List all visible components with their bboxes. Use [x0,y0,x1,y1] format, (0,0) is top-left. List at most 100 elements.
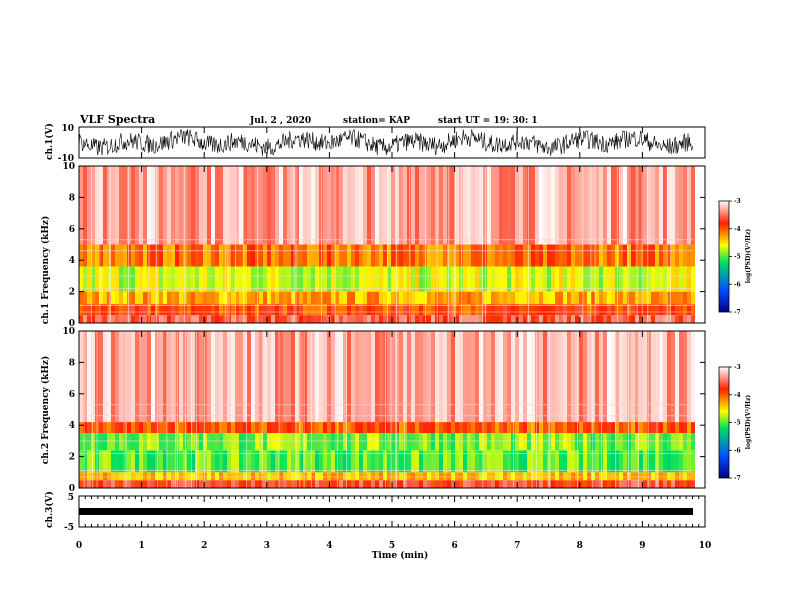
spectrogram-cell [367,304,371,316]
spectrogram-cell [615,433,619,451]
spectrogram-cell [279,266,283,292]
spectrogram-cell [603,315,607,323]
spectrogram-cell [511,244,515,267]
spectrogram-cell [79,480,83,488]
spectrogram-cell [559,315,563,323]
spectrogram-cell [251,166,255,245]
spectrogram-cell [539,450,543,473]
spectrogram-cell [683,166,687,245]
spectrogram-cell [523,315,527,323]
spectrogram-cell [627,450,631,473]
spectrogram-cell [567,480,571,488]
spectrogram-cell [131,266,135,292]
spectrogram-cell [531,450,535,473]
spectrogram-cell [567,433,571,451]
spectrogram-cell [643,472,647,481]
spectrogram-cell [451,331,455,423]
spectrogram-cell [623,166,627,245]
spectrogram-cell [327,244,331,267]
spectrogram-cell [579,291,583,305]
spectrogram-cell [159,266,163,292]
spectrogram-cell [271,315,275,323]
spectrogram-cell [487,433,491,451]
spectrogram-cell [155,331,159,423]
spectrogram-cell [347,304,351,316]
spectrogram-cell [663,331,667,423]
spectrogram-cell [207,433,211,451]
spectrogram-cell [263,480,267,488]
spectrogram-cell [351,480,355,488]
spectrogram-cell [99,315,103,323]
spectrogram-cell [239,450,243,473]
spectrogram-cell [511,480,515,488]
spectrogram-cell [611,480,615,488]
spectrogram-cell [599,450,603,473]
spectrogram-cell [475,422,479,434]
spectrogram-cell [535,244,539,267]
spectrogram-cell [247,480,251,488]
spectrogram-cell [307,304,311,316]
spectrogram-cell [275,480,279,488]
spectrogram-cell [119,433,123,451]
spectrogram-cell [431,422,435,434]
spectrogram-cell [591,315,595,323]
spectrogram-cell [527,304,531,316]
spectrogram-cell [359,315,363,323]
spectrogram-cell [143,433,147,451]
spectrogram-cell [587,315,591,323]
spectrogram-cell [199,480,203,488]
spectrogram-cell [423,331,427,423]
spectrogram-cell [563,433,567,451]
spectrogram-cell [279,472,283,481]
spectrogram-cell [155,315,159,323]
spectrogram-cell [375,291,379,305]
spectrogram-cell [187,266,191,292]
spectrogram-cell [255,166,259,245]
spectrogram-cell [183,291,187,305]
spectrogram-cell [679,244,683,267]
ch3-waveform-ylabel: ch.3(V) [44,491,55,528]
spectrogram-cell [355,244,359,267]
spectrogram-cell [507,331,511,423]
spectrogram-cell [131,422,135,434]
spectrogram-cell [579,433,583,451]
spectrogram-cell [87,315,91,323]
spectrogram-cell [323,472,327,481]
spectrogram-cell [659,166,663,245]
spectrogram-cell [303,433,307,451]
spectrogram-cell [223,422,227,434]
spectrogram-cell [415,166,419,245]
spectrogram-cell [331,450,335,473]
spectrogram-cell [211,433,215,451]
ch1-ytick-bottom: -10 [58,154,74,164]
spectrogram-cell [199,433,203,451]
spectrogram-cell [623,480,627,488]
spectrogram-cell [335,291,339,305]
spectrogram-cell [367,166,371,245]
spectrogram-cell [291,331,295,423]
spectrogram-cell [215,166,219,245]
spectrogram-cell [163,304,167,316]
spectrogram-cell [91,315,95,323]
spectrogram-cell [399,291,403,305]
spectrogram-cell [643,422,647,434]
spectrogram-cell [403,166,407,245]
spectrogram-cell [611,331,615,423]
spectrogram-cell [595,472,599,481]
spectrogram-cell [375,422,379,434]
spectrogram-cell [283,422,287,434]
spectrogram-cell [455,291,459,305]
spectrogram-cell [183,472,187,481]
spectrogram-cell [683,315,687,323]
spectrogram-cell [551,291,555,305]
spectrogram-cell [443,291,447,305]
spectrogram-cell [111,315,115,323]
spectrogram-cell [515,166,519,245]
spectrogram-cell [83,450,87,473]
ytick-label: 8 [69,358,75,368]
spectrogram-cell [227,331,231,423]
spectrogram-cell [647,244,651,267]
spectrogram-cell [407,331,411,423]
spectrogram-cell [303,315,307,323]
spectrogram-cell [599,304,603,316]
